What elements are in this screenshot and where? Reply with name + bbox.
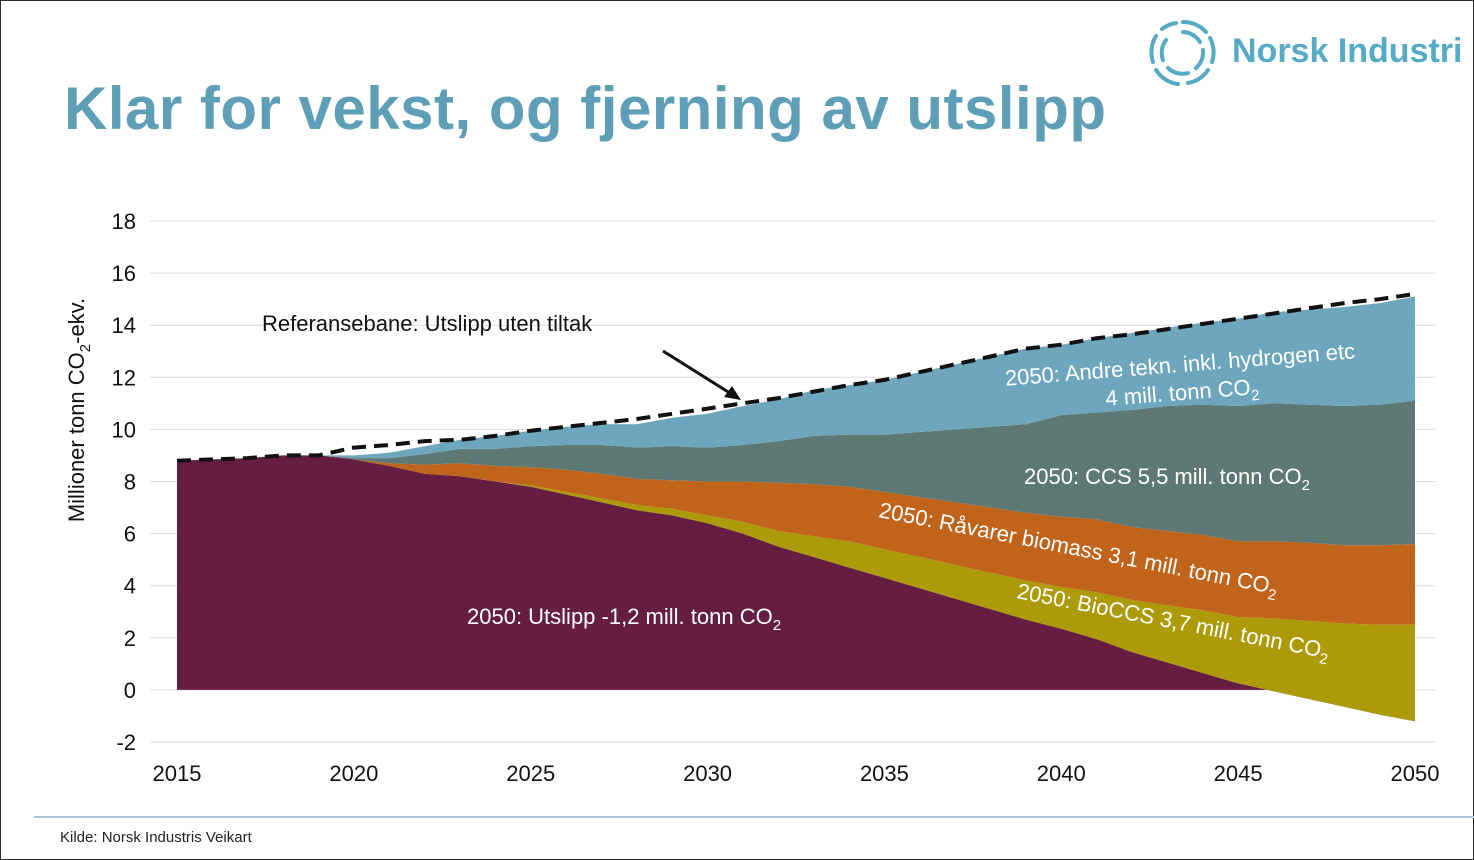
y-tick-label: 8 bbox=[124, 470, 136, 495]
reference-arrow-head bbox=[724, 386, 741, 400]
slide-title: Klar for vekst, og fjerning av utslipp bbox=[64, 75, 1107, 142]
y-tick-label: -2 bbox=[116, 730, 136, 755]
y-axis-label: Millioner tonn CO2-ekv. bbox=[64, 298, 94, 522]
area-series-4 bbox=[177, 296, 1415, 461]
area-series-0 bbox=[177, 455, 1415, 722]
y-tick-label: 2 bbox=[124, 626, 136, 651]
reference-arrow bbox=[662, 349, 734, 397]
y-tick-label: 0 bbox=[124, 678, 136, 703]
x-tick-label: 2040 bbox=[1037, 761, 1086, 786]
x-tick-label: 2035 bbox=[860, 761, 909, 786]
y-axis-ticks: -2 0 2 4 6 8 10 12 14 16 18 bbox=[112, 209, 136, 755]
stacked-areas bbox=[177, 296, 1415, 722]
footer-divider bbox=[34, 816, 1474, 818]
x-axis-ticks: 2015 2020 2025 2030 2035 2040 2045 2050 bbox=[153, 761, 1440, 786]
y-tick-label: 14 bbox=[112, 313, 136, 338]
area-series-3 bbox=[177, 400, 1415, 546]
area-series-1 bbox=[177, 455, 1415, 722]
x-tick-label: 2020 bbox=[329, 761, 378, 786]
x-tick-label: 2015 bbox=[153, 761, 202, 786]
y-tick-label: 18 bbox=[112, 209, 136, 234]
annotation-utslipp: 2050: Utslipp -1,2 mill. tonn CO2 bbox=[467, 604, 781, 634]
reference-line bbox=[176, 291, 1416, 463]
logo-text: Norsk Industri bbox=[1232, 32, 1463, 70]
x-tick-label: 2025 bbox=[506, 761, 555, 786]
x-tick-label: 2030 bbox=[683, 761, 732, 786]
annotation-ccs: 2050: CCS 5,5 mill. tonn CO2 bbox=[1024, 464, 1310, 494]
norsk-industri-ring-icon bbox=[1149, 19, 1216, 86]
source-note: Kilde: Norsk Industris Veikart bbox=[60, 829, 252, 846]
area-series-2 bbox=[177, 455, 1415, 625]
reference-line-label: Referansebane: Utslipp uten tiltak bbox=[262, 311, 593, 336]
y-tick-label: 16 bbox=[112, 261, 136, 286]
x-tick-label: 2050 bbox=[1391, 761, 1440, 786]
x-tick-label: 2045 bbox=[1214, 761, 1263, 786]
y-tick-label: 4 bbox=[124, 574, 136, 599]
y-tick-label: 10 bbox=[112, 417, 136, 442]
y-tick-label: 12 bbox=[112, 365, 136, 390]
logo: Norsk Industri bbox=[1148, 18, 1474, 88]
y-tick-label: 6 bbox=[124, 522, 136, 547]
